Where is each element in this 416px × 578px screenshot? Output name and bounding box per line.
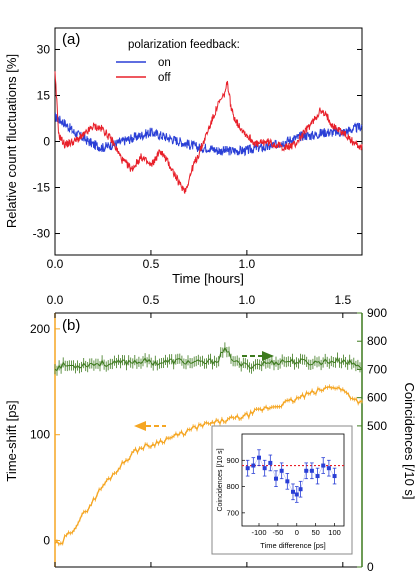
x-tick-label: 0.0 bbox=[47, 257, 64, 271]
orange-arrow bbox=[134, 421, 166, 431]
inset-point bbox=[332, 474, 337, 479]
panel-a-x-ticks: 0.0 0.5 1.0 bbox=[47, 250, 256, 271]
green-arrow-head bbox=[262, 351, 274, 361]
panel-a-series bbox=[54, 71, 363, 194]
panel-a-label: (a) bbox=[62, 31, 80, 48]
inset-chart: -100 -50 0 50 100 700 800 900 Time difference [… bbox=[211, 425, 353, 555]
x-tick-label: 1.5 bbox=[334, 293, 351, 307]
inset-point bbox=[279, 468, 284, 473]
panel-a-frame bbox=[54, 27, 363, 256]
inset-point bbox=[294, 492, 299, 497]
inset-x-tick-label: 100 bbox=[328, 528, 341, 537]
inset-y-axis-label: Coincidences [/10 s] bbox=[217, 448, 224, 511]
y-tick-label: -30 bbox=[33, 227, 51, 241]
y2-tick-label: 500 bbox=[367, 419, 387, 433]
x-tick-label: 1.0 bbox=[239, 257, 256, 271]
x-tick-label: 1.0 bbox=[239, 293, 256, 307]
y2-tick-label: 700 bbox=[367, 362, 387, 376]
panel-a-y-ticks: -30 -15 0 15 30 bbox=[33, 42, 362, 241]
y-tick-label: -15 bbox=[33, 181, 51, 195]
inset-point bbox=[251, 463, 256, 468]
coincidence-series-line bbox=[54, 346, 363, 372]
inset-point bbox=[315, 474, 320, 479]
inset-point bbox=[304, 468, 309, 473]
inset-point bbox=[257, 455, 261, 460]
inset-point bbox=[321, 463, 326, 468]
legend-off-label: off bbox=[158, 72, 171, 84]
x-tick-label: 0.5 bbox=[143, 293, 160, 307]
panel-b-y-axis-label: Time-shift [ps] bbox=[4, 400, 19, 481]
inset-point bbox=[274, 476, 278, 481]
inset-series bbox=[242, 449, 344, 503]
y-tick-label: 200 bbox=[30, 322, 50, 336]
series-line-on bbox=[54, 112, 363, 157]
y2-tick-label: 900 bbox=[367, 306, 387, 320]
x-tick-label: 0.0 bbox=[47, 293, 64, 307]
panel-b-y2-axis-label: Coincidences [/10 s] bbox=[402, 382, 416, 499]
inset-point bbox=[268, 460, 273, 465]
inset-x-tick-label: 0 bbox=[295, 528, 299, 537]
inset-x-axis-label: Time difference [ps] bbox=[260, 541, 325, 550]
inset-point bbox=[326, 466, 331, 471]
orange-arrow-head bbox=[134, 421, 146, 431]
inset-frame bbox=[241, 433, 345, 527]
inset-point bbox=[262, 466, 267, 471]
series-line-off bbox=[54, 71, 363, 194]
inset-point bbox=[298, 487, 303, 492]
inset-point bbox=[309, 468, 314, 473]
panel-a-x-axis-label: Time [hours] bbox=[172, 271, 244, 286]
inset-point bbox=[285, 479, 290, 484]
inset-background bbox=[211, 425, 353, 555]
time-shift-series-line bbox=[54, 385, 363, 546]
y-tick-label: 30 bbox=[37, 42, 51, 56]
y2-tick-label: 0 bbox=[367, 560, 374, 573]
y-tick-label: 0 bbox=[43, 135, 50, 149]
y-tick-label: 100 bbox=[30, 428, 50, 442]
panel-a: 0.0 0.5 1.0 -30 -15 0 15 30 (a) polarization f… bbox=[4, 27, 363, 286]
inset-ticks: -100 -50 0 50 100 700 800 900 bbox=[226, 456, 340, 537]
y-tick-label: 15 bbox=[37, 88, 51, 102]
legend-on-label: on bbox=[158, 57, 171, 69]
y-tick-label: 0 bbox=[43, 534, 50, 548]
green-arrow bbox=[242, 351, 274, 361]
panel-b-y2-ticks: 0 500 600 700 800 900 bbox=[357, 306, 387, 574]
legend-title: polarization feedback: bbox=[128, 39, 240, 51]
inset-x-tick-label: -50 bbox=[272, 528, 283, 537]
y2-tick-label: 600 bbox=[367, 391, 387, 405]
x-tick-label: 0.5 bbox=[143, 257, 160, 271]
panel-b-label: (b) bbox=[62, 317, 80, 334]
panel-b-series bbox=[54, 342, 363, 547]
inset-y-tick-label: 800 bbox=[226, 482, 239, 491]
y2-tick-label: 800 bbox=[367, 334, 387, 348]
inset-y-tick-label: 900 bbox=[226, 456, 239, 465]
panel-b-y-ticks: 0 100 200 bbox=[30, 322, 60, 548]
panel-a-y-axis-label: Relative count fluctuations [%] bbox=[4, 54, 19, 228]
panel-b-x-ticks: 0.0 0.5 1.0 1.5 bbox=[47, 293, 351, 567]
inset-y-tick-label: 700 bbox=[226, 508, 239, 517]
inset-point bbox=[291, 489, 295, 494]
inset-x-tick-label: -100 bbox=[251, 528, 266, 537]
inset-x-tick-label: 50 bbox=[311, 528, 319, 537]
inset-point bbox=[245, 466, 250, 471]
